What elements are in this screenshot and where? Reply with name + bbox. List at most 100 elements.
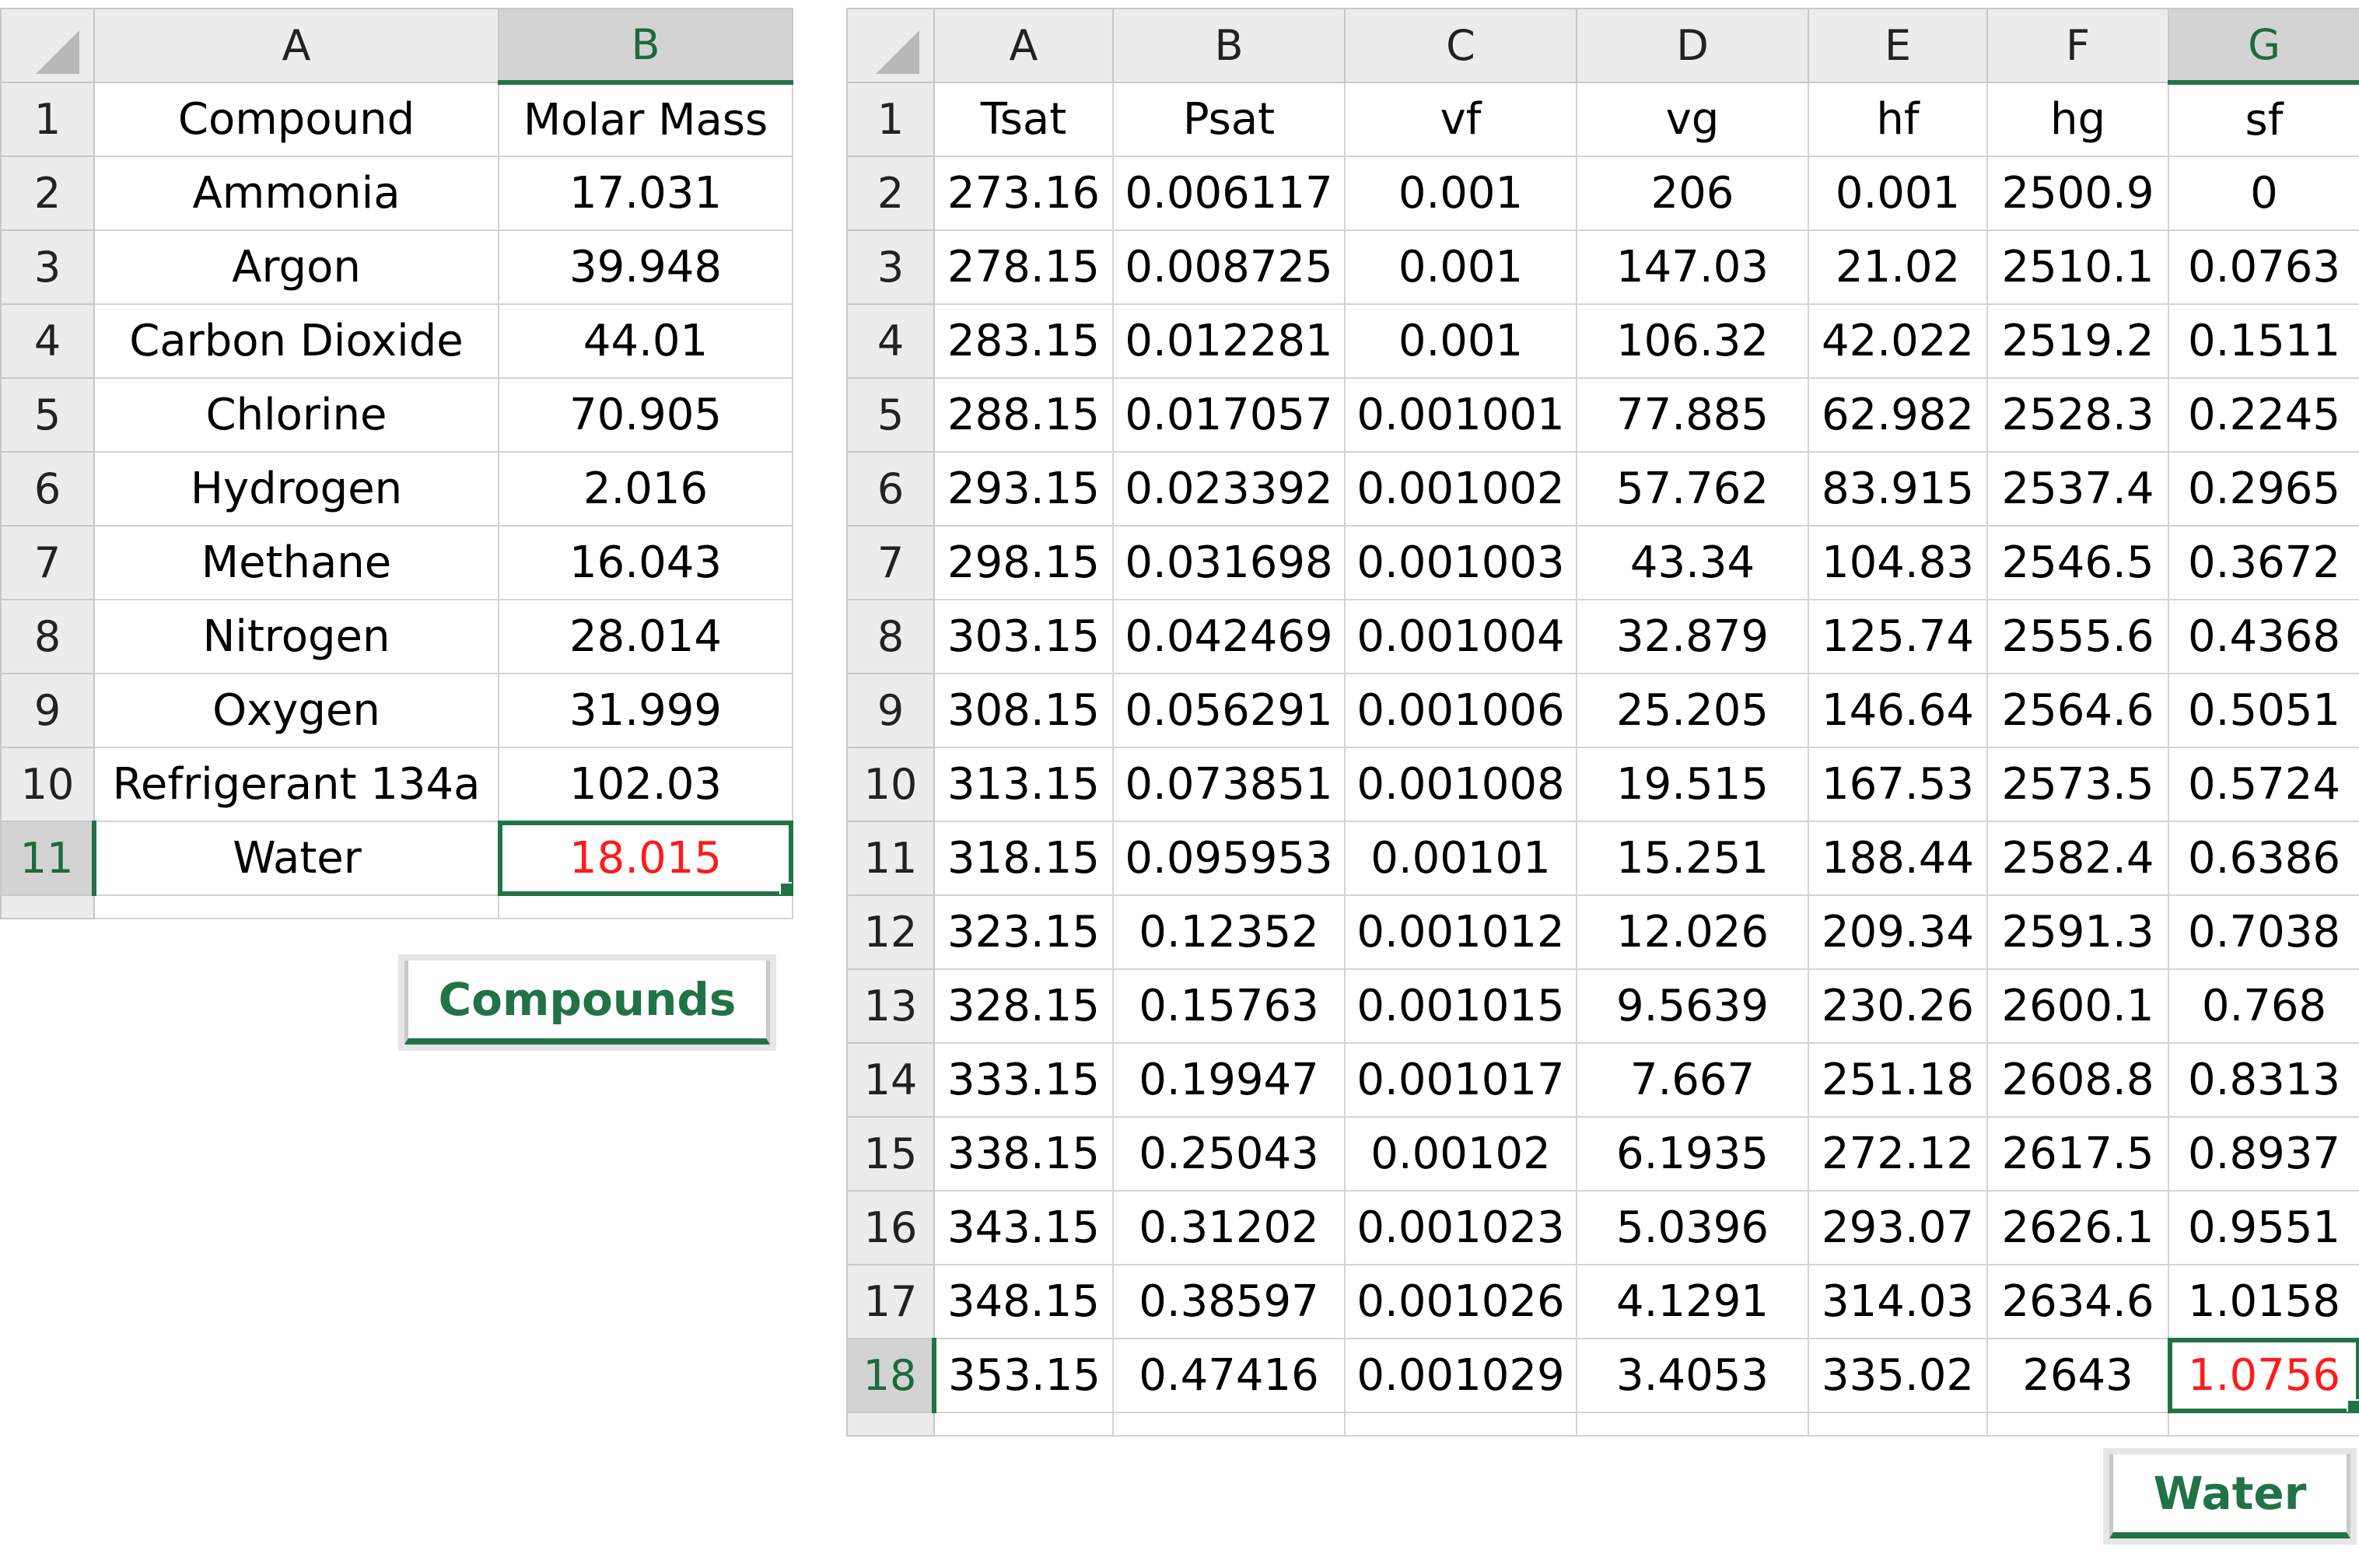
table-cell[interactable]: 0.47416 [1112, 1338, 1346, 1413]
table-cell[interactable]: 0.001012 [1344, 894, 1577, 970]
table-cell[interactable]: 251.18 [1808, 1042, 1988, 1118]
row-header-10[interactable]: 10 [846, 747, 935, 822]
table-cell[interactable]: 0.001003 [1344, 525, 1577, 600]
row-header-10[interactable]: 10 [0, 747, 95, 822]
table-cell[interactable]: 62.982 [1808, 377, 1988, 453]
table-cell[interactable]: 25.205 [1576, 673, 1809, 748]
table-cell[interactable]: 17.031 [498, 156, 793, 231]
table-cell[interactable]: 318.15 [933, 821, 1114, 896]
table-cell[interactable]: 0.1511 [2168, 303, 2359, 379]
table-cell[interactable]: 39.948 [498, 229, 793, 305]
empty-cell[interactable] [2168, 1412, 2359, 1437]
table-cell[interactable]: 335.02 [1808, 1338, 1988, 1413]
table-cell[interactable]: 328.15 [933, 968, 1114, 1044]
row-header-8[interactable]: 8 [0, 599, 95, 674]
column-header-b[interactable]: B [498, 8, 793, 85]
empty-cell[interactable] [1808, 1412, 1988, 1437]
table-cell[interactable]: 2555.6 [1986, 599, 2169, 674]
table-cell[interactable]: 0.7038 [2168, 894, 2359, 970]
table-cell[interactable]: 0.0763 [2168, 229, 2359, 305]
row-header-5[interactable]: 5 [0, 377, 95, 453]
table-cell[interactable]: 293.15 [933, 451, 1114, 527]
table-cell[interactable]: 28.014 [498, 599, 793, 674]
column-header-f[interactable]: F [1986, 8, 2169, 83]
table-cell[interactable]: 146.64 [1808, 673, 1988, 748]
sheet-tab-compounds[interactable]: Compounds [404, 961, 770, 1045]
table-cell[interactable]: 4.1291 [1576, 1264, 1809, 1339]
table-cell[interactable]: 2546.5 [1986, 525, 2169, 600]
table-cell[interactable]: 0.056291 [1112, 673, 1346, 748]
row-header-8[interactable]: 8 [846, 599, 935, 674]
table-cell[interactable]: 0.001 [1344, 156, 1577, 231]
table-cell[interactable]: 19.515 [1576, 747, 1809, 822]
table-cell[interactable]: 0.001002 [1344, 451, 1577, 527]
table-cell[interactable]: 0.6386 [2168, 821, 2359, 896]
table-cell[interactable]: 288.15 [933, 377, 1114, 453]
row-header-9[interactable]: 9 [0, 673, 95, 748]
row-header-4[interactable]: 4 [0, 303, 95, 379]
table-cell[interactable]: 31.999 [498, 673, 793, 748]
table-cell[interactable]: 0.12352 [1112, 894, 1346, 970]
row-header-3[interactable]: 3 [846, 229, 935, 305]
table-cell[interactable]: Hydrogen [93, 451, 499, 527]
header-cell[interactable]: Compound [93, 82, 499, 157]
table-cell[interactable]: 0.9551 [2168, 1190, 2359, 1265]
table-cell[interactable]: 106.32 [1576, 303, 1809, 379]
empty-cell[interactable] [498, 894, 793, 919]
table-cell[interactable]: 0.017057 [1112, 377, 1346, 453]
table-cell[interactable]: Chlorine [93, 377, 499, 453]
table-cell[interactable]: 2643 [1986, 1338, 2169, 1413]
header-cell[interactable]: vg [1576, 82, 1809, 157]
column-header-a[interactable]: A [933, 8, 1114, 83]
selected-cell[interactable]: 18.015 [498, 821, 793, 896]
table-cell[interactable]: 272.12 [1808, 1116, 1988, 1192]
table-cell[interactable]: 77.885 [1576, 377, 1809, 453]
row-header-18[interactable]: 18 [846, 1338, 936, 1413]
table-cell[interactable]: 293.07 [1808, 1190, 1988, 1265]
row-header-15[interactable]: 15 [846, 1116, 935, 1192]
table-cell[interactable]: 209.34 [1808, 894, 1988, 970]
table-cell[interactable]: 206 [1576, 156, 1809, 231]
table-cell[interactable]: 2528.3 [1986, 377, 2169, 453]
column-header-b[interactable]: B [1112, 8, 1346, 83]
table-cell[interactable]: 1.0158 [2168, 1264, 2359, 1339]
row-header-7[interactable]: 7 [0, 525, 95, 600]
row-header-12[interactable]: 12 [846, 894, 935, 970]
table-cell[interactable]: 0.31202 [1112, 1190, 1346, 1265]
table-cell[interactable]: 333.15 [933, 1042, 1114, 1118]
table-cell[interactable]: Carbon Dioxide [93, 303, 499, 379]
table-cell[interactable]: 9.5639 [1576, 968, 1809, 1044]
table-cell[interactable]: 2537.4 [1986, 451, 2169, 527]
row-header-4[interactable]: 4 [846, 303, 935, 379]
table-cell[interactable]: 0.3672 [2168, 525, 2359, 600]
table-cell[interactable]: 16.043 [498, 525, 793, 600]
table-cell[interactable]: 21.02 [1808, 229, 1988, 305]
empty-cell[interactable] [1576, 1412, 1809, 1437]
table-cell[interactable]: 0.001 [1808, 156, 1988, 231]
empty-cell[interactable] [1344, 1412, 1577, 1437]
table-cell[interactable]: 167.53 [1808, 747, 1988, 822]
row-header-13[interactable]: 13 [846, 968, 935, 1044]
table-cell[interactable]: 0.2965 [2168, 451, 2359, 527]
table-cell[interactable]: 0.073851 [1112, 747, 1346, 822]
column-header-d[interactable]: D [1576, 8, 1809, 83]
table-cell[interactable]: 188.44 [1808, 821, 1988, 896]
table-cell[interactable]: 0.001 [1344, 303, 1577, 379]
table-cell[interactable]: 2626.1 [1986, 1190, 2169, 1265]
fill-handle[interactable] [2347, 1399, 2358, 1411]
column-header-c[interactable]: C [1344, 8, 1577, 83]
table-cell[interactable]: 5.0396 [1576, 1190, 1809, 1265]
table-cell[interactable]: 104.83 [1808, 525, 1988, 600]
table-cell[interactable]: 2.016 [498, 451, 793, 527]
table-cell[interactable]: 273.16 [933, 156, 1114, 231]
row-header-9[interactable]: 9 [846, 673, 935, 748]
table-cell[interactable]: Oxygen [93, 673, 499, 748]
row-header-6[interactable]: 6 [846, 451, 935, 527]
table-cell[interactable]: 230.26 [1808, 968, 1988, 1044]
table-cell[interactable]: 32.879 [1576, 599, 1809, 674]
table-cell[interactable]: 2500.9 [1986, 156, 2169, 231]
header-cell[interactable]: vf [1344, 82, 1577, 157]
row-header-2[interactable]: 2 [846, 156, 935, 231]
table-cell[interactable]: 313.15 [933, 747, 1114, 822]
table-cell[interactable]: 308.15 [933, 673, 1114, 748]
